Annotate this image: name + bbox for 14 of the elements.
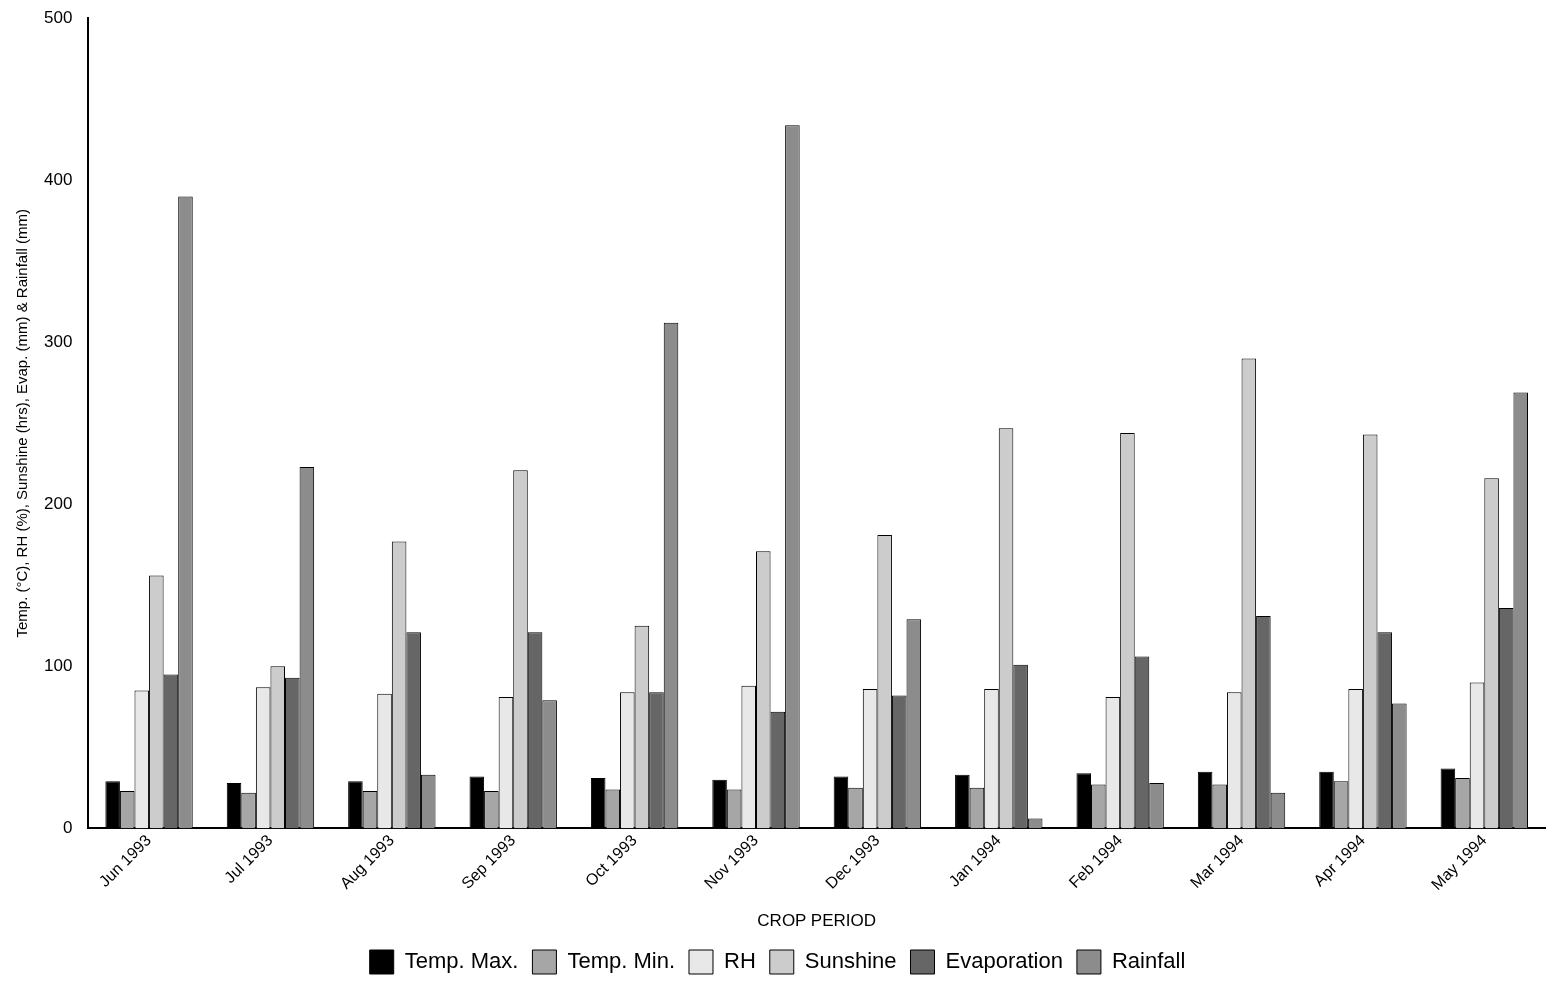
y-tick-label: 0	[62, 818, 73, 838]
y-tick-label: 200	[43, 493, 73, 513]
legend-label: RH	[723, 948, 756, 974]
legend-label: Evaporation	[945, 948, 1063, 974]
legend-label: Rainfall	[1111, 948, 1186, 974]
x-axis-title: CROP PERIOD	[757, 911, 877, 931]
y-tick-label: 400	[43, 169, 73, 189]
legend-label: Temp. Max.	[404, 948, 519, 974]
legend-label: Temp. Min.	[567, 948, 675, 974]
legend-label: Sunshine	[804, 948, 897, 974]
y-tick-label: 300	[43, 331, 73, 351]
y-tick-label: 500	[43, 7, 73, 27]
y-tick-label: 100	[43, 656, 73, 675]
y-axis-title: Temp. (°C), RH (%), Sunshine (hrs), Evap. (mm) & Rainfall (mm)	[13, 208, 31, 638]
